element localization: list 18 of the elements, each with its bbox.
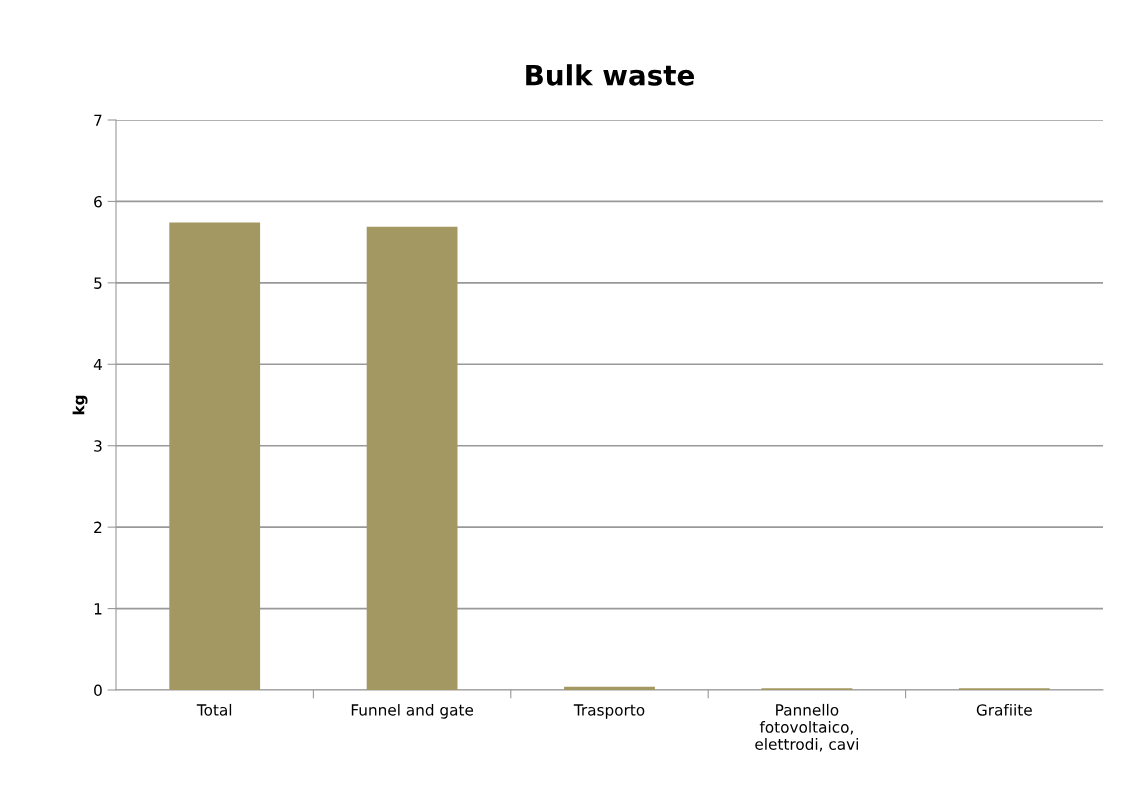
x-tick-label: Trasporto [573,704,645,719]
y-tick-label: 3 [94,440,102,452]
y-tick-label: 2 [94,521,102,533]
bar [564,686,655,690]
y-tick-label: 6 [94,195,102,208]
y-tick-label: 0 [94,684,102,697]
y-axis-title: kg [72,395,88,415]
x-tick-label: Grafiite [976,703,1032,716]
y-tick-label: 4 [93,358,102,371]
x-tick-label: Funnel and gate [351,703,474,719]
x-tick-label: Total [196,703,232,716]
y-tick-label: 7 [94,114,102,126]
y-tick-label: 1 [94,603,102,615]
x-tick-label: Pannello fotovoltaico, elettrodi, cavi [755,703,858,752]
bar [169,222,261,690]
bar [366,226,458,690]
chart-title: Bulk waste [526,64,694,86]
y-tick-label: 5 [94,277,102,289]
